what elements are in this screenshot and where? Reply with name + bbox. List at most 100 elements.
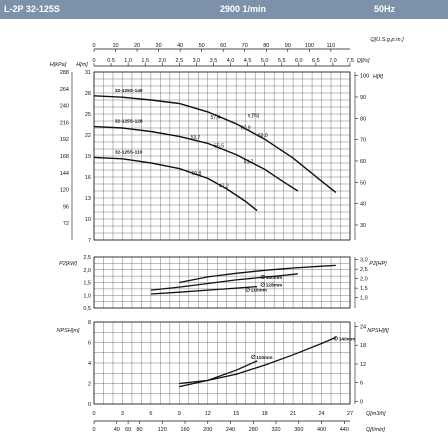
axis-label-kw: P2[kW] — [59, 261, 77, 267]
tick-label-ls: 1,5 — [141, 58, 149, 64]
efficiency-label: η [%] — [248, 113, 260, 119]
tick-label-npsh-m: 0 — [88, 402, 91, 408]
tick-label-lmin: 160 — [180, 427, 189, 433]
efficiency-label: 60,9 — [241, 125, 251, 131]
power-plot-frame — [93, 256, 351, 309]
tick-label-m: 7 — [88, 238, 91, 244]
tick-label-ls: 2,0 — [158, 58, 166, 64]
tick-label-lmin: 120 — [158, 427, 167, 433]
tick-label-m: 31 — [85, 70, 91, 76]
tick-label-ft: 40 — [360, 202, 366, 208]
tick-label-kpa: 192 — [60, 137, 69, 143]
tick-label-ls: 5,5 — [278, 58, 286, 64]
tick-label-m3h: 9 — [178, 411, 181, 417]
tick-label-ls: 1,0 — [124, 58, 132, 64]
tick-label-ls: 5,0 — [261, 58, 269, 64]
tick-label-kw: 2,5 — [83, 255, 91, 261]
tick-label-hp: 2,5 — [360, 267, 368, 273]
axis-label-ft: H[ft] — [373, 74, 384, 80]
tick-label-lmin: 40 — [114, 427, 120, 433]
power-curve-2 — [150, 285, 258, 295]
tick-label-usgpm: 40 — [177, 43, 183, 49]
tick-label-m: 25 — [85, 112, 91, 118]
axis-label-hp: P2[HP] — [369, 261, 387, 267]
tick-label-ft: 100 — [360, 74, 369, 80]
head-plot-frame — [93, 71, 351, 241]
power-curve-0 — [179, 264, 336, 284]
tick-label-lmin: 240 — [226, 427, 235, 433]
tick-label-m3h: 18 — [262, 411, 268, 417]
tick-label-ls: 0.5 — [107, 58, 115, 64]
tick-label-m: 19 — [85, 154, 91, 160]
efficiency-label: 53,7 — [244, 160, 254, 166]
tick-label-lmin: 360 — [294, 427, 303, 433]
tick-label-hp: 1,5 — [360, 286, 368, 292]
axis-label-usgpm: Q[U.S.g.p.m.] — [370, 37, 404, 43]
tick-label-npsh-m: 2 — [88, 382, 91, 388]
tick-label-kpa: 120 — [60, 188, 69, 194]
tick-label-usgpm: 110 — [326, 43, 335, 49]
tick-label-kpa: 144 — [60, 171, 69, 177]
tick-label-npsh-m: 4 — [88, 361, 91, 367]
tick-label-ls: 4,0 — [227, 58, 235, 64]
tick-label-ls: 4,5 — [244, 58, 252, 64]
efficiency-label: 55,5 — [214, 144, 224, 150]
efficiency-label: 59,0 — [258, 133, 268, 139]
efficiency-label: 50,8 — [192, 171, 202, 177]
tick-label-npsh-m: 6 — [88, 341, 91, 347]
legend-marker-slash — [334, 336, 338, 341]
tick-label-kpa: 72 — [63, 221, 69, 227]
legend-label-power: 110mm — [251, 288, 267, 294]
tick-label-lmin: 440 — [340, 427, 349, 433]
axis-label-npsh-ft: NPSH[ft] — [367, 328, 389, 334]
tick-label-m3h: 6 — [149, 411, 152, 417]
npsh-plot-frame — [93, 321, 351, 405]
tick-label-m3h: 0 — [92, 411, 95, 417]
pump-speed: 2900 1/min — [220, 4, 267, 14]
tick-label-usgpm: 20 — [134, 43, 140, 49]
tick-label-lmin: 60 — [125, 427, 131, 433]
head-curve-label: 32-125S-128 — [115, 119, 143, 125]
tick-label-ft: 30 — [360, 223, 366, 229]
legend-marker-slash — [261, 275, 265, 279]
tick-label-usgpm: 100 — [305, 43, 314, 49]
tick-label-ls: 3,5 — [210, 58, 218, 64]
tick-label-m: 28 — [85, 91, 91, 97]
legend-marker-npsh — [333, 336, 338, 341]
tick-label-npsh-m: 8 — [88, 320, 91, 326]
tick-label-usgpm: 30 — [156, 43, 162, 49]
tick-label-ls: 6,0 — [295, 58, 303, 64]
axis-label-lmin: Q[l/min] — [366, 427, 385, 433]
tick-label-lmin: 200 — [203, 427, 212, 433]
tick-label-m: 22 — [85, 133, 91, 139]
tick-label-hp: 2,0 — [360, 277, 368, 283]
tick-label-kpa: 216 — [60, 120, 69, 126]
tick-label-lmin: 320 — [271, 427, 280, 433]
legend-marker-power — [245, 287, 250, 292]
tick-label-m3h: 12 — [205, 411, 211, 417]
tick-label-lmin: 280 — [249, 427, 258, 433]
tick-label-usgpm: 0 — [92, 43, 95, 49]
efficiency-label: 53,7 — [191, 135, 201, 141]
tick-label-usgpm: 70 — [242, 43, 248, 49]
head-curve-label: 32-125S-110 — [115, 149, 143, 155]
legend-label-npsh: 140mm — [339, 336, 356, 342]
tick-label-m3h: 24 — [318, 411, 324, 417]
legend-marker-slash — [245, 287, 250, 292]
npsh-curve-1 — [179, 360, 258, 388]
tick-label-ft: 70 — [360, 138, 366, 144]
legend-label-power: 128mm — [266, 283, 283, 289]
efficiency-label: 47,2 — [219, 184, 229, 190]
legend-marker-power — [260, 282, 265, 287]
header-bar: L-2P 32-125S 2900 1/min 50Hz — [0, 0, 448, 19]
tick-label-ft: 90 — [360, 95, 366, 101]
head-curve-0 — [93, 95, 337, 193]
tick-label-ls: 2,5 — [176, 58, 184, 64]
power-curve-1 — [150, 273, 298, 291]
tick-label-kw: 1,5 — [83, 281, 91, 287]
tick-label-ls: 0 — [92, 58, 95, 64]
tick-label-kw: 0,5 — [83, 306, 91, 312]
axis-label-m3h: Q[m3/h] — [366, 411, 386, 417]
efficiency-label: 57,4 — [210, 115, 220, 121]
